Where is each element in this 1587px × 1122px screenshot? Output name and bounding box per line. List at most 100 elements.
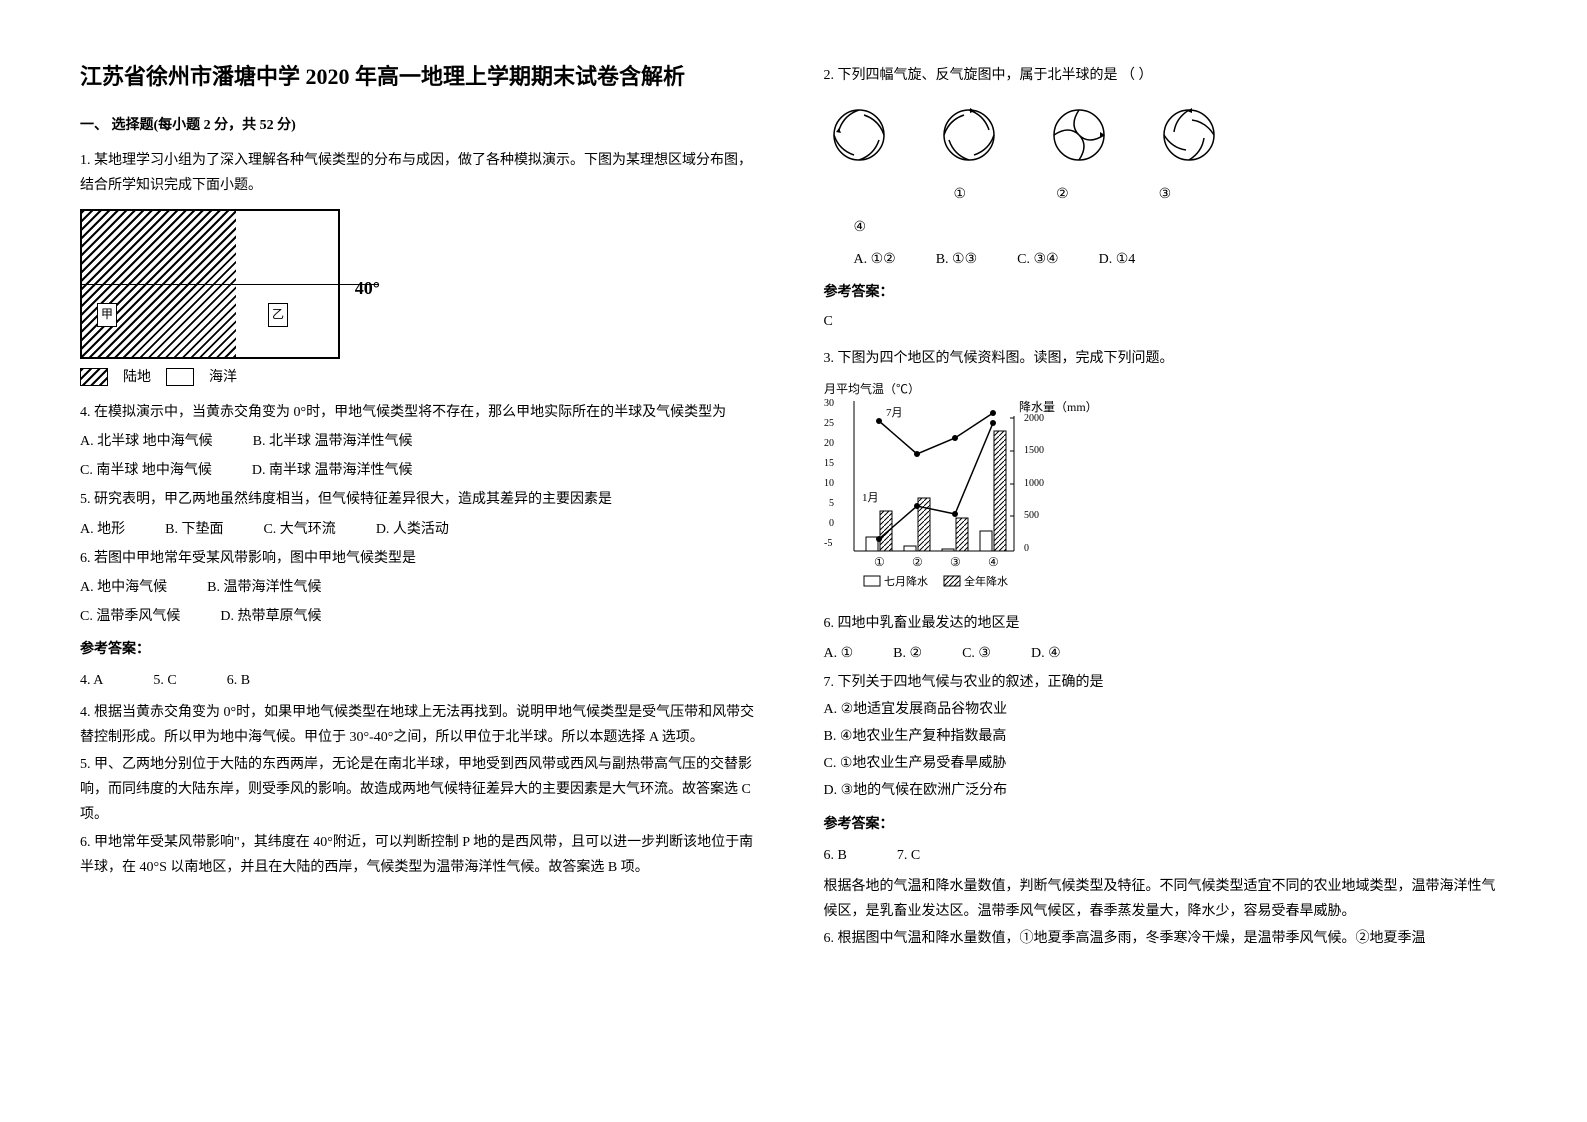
legend-sea-label: 海洋 [209, 365, 237, 390]
q3-stem: 3. 下图为四个地区的气候资料图。读图，完成下列问题。 [824, 346, 1508, 371]
num-2: ② [1056, 182, 1069, 207]
q1-sub4: 4. 在模拟演示中，当黄赤交角变为 0°时，甲地气候类型将不存在，那么甲地实际所… [80, 400, 764, 425]
opt-b: B. ①③ [936, 247, 977, 272]
svg-text:1月: 1月 [862, 492, 879, 504]
q1-answer-label: 参考答案： [80, 637, 764, 662]
q1-sub6-options-row1: A. 地中海气候 B. 温带海洋性气候 [80, 575, 764, 600]
exam-title: 江苏省徐州市潘塘中学 2020 年高一地理上学期期末试卷含解析 [80, 60, 764, 93]
svg-text:全年降水: 全年降水 [964, 574, 1008, 588]
opt-c: C. ①地农业生产易受春旱威胁 [824, 751, 1508, 776]
opt-b: B. 北半球 温带海洋性气候 [253, 429, 413, 454]
opt-d: D. ①4 [1099, 247, 1136, 272]
opt-c: C. 南半球 地中海气候 [80, 458, 212, 483]
cyclone-1 [824, 100, 894, 170]
q1-sub4-options-row2: C. 南半球 地中海气候 D. 南半球 温带海洋性气候 [80, 458, 764, 483]
opt-b: B. ④地农业生产复种指数最高 [824, 724, 1508, 749]
q1-answers: 4. A 5. C 6. B [80, 668, 764, 693]
latitude-line [82, 284, 378, 285]
q1-sub5-options: A. 地形 B. 下垫面 C. 大气环流 D. 人类活动 [80, 517, 764, 542]
svg-text:7月: 7月 [886, 407, 903, 419]
climate-diagram: 40° 甲 乙 [80, 209, 340, 359]
opt-c: C. 大气环流 [263, 517, 335, 542]
svg-text:0: 0 [1024, 543, 1029, 554]
opt-b: B. 温带海洋性气候 [207, 575, 321, 600]
section-1-header: 一、 选择题(每小题 2 分，共 52 分) [80, 113, 764, 138]
cyclone-numbers: ① ② ③ [824, 182, 1508, 207]
temp-axis-label: 月平均气温（℃） [824, 381, 920, 396]
land-swatch [80, 368, 108, 386]
left-column: 江苏省徐州市潘塘中学 2020 年高一地理上学期期末试卷含解析 一、 选择题(每… [80, 60, 764, 964]
ans-7: 7. C [897, 843, 920, 868]
opt-d: D. ④ [1031, 641, 1061, 666]
svg-text:10: 10 [824, 478, 834, 489]
cyclone-3 [1044, 100, 1114, 170]
svg-text:2000: 2000 [1024, 413, 1044, 424]
svg-text:1500: 1500 [1024, 445, 1044, 456]
num-3: ③ [1159, 182, 1172, 207]
q2-answer: C [824, 309, 1508, 334]
q3-answer-label: 参考答案： [824, 812, 1508, 837]
q2-answer-label: 参考答案： [824, 280, 1508, 305]
svg-text:④: ④ [988, 555, 999, 569]
svg-text:降水量（mm）: 降水量（mm） [1019, 400, 1098, 414]
q1-exp4: 4. 根据当黄赤交角变为 0°时，如果甲地气候类型在地球上无法再找到。说明甲地气… [80, 700, 764, 750]
svg-text:七月降水: 七月降水 [884, 574, 928, 588]
q3-sub6-options: A. ① B. ② C. ③ D. ④ [824, 641, 1508, 666]
opt-a: A. 北半球 地中海气候 [80, 429, 213, 454]
svg-text:15: 15 [824, 458, 834, 469]
cyclone-2 [934, 100, 1004, 170]
sea-swatch [166, 368, 194, 386]
opt-d: D. ③地的气候在欧洲广泛分布 [824, 778, 1508, 803]
svg-text:③: ③ [950, 555, 961, 569]
q1-sub4-options-row1: A. 北半球 地中海气候 B. 北半球 温带海洋性气候 [80, 429, 764, 454]
opt-b: B. ② [893, 641, 922, 666]
legend-land-label: 陆地 [123, 365, 151, 390]
diagram-legend: 陆地 海洋 [80, 365, 764, 390]
svg-text:1000: 1000 [1024, 478, 1044, 489]
opt-a: A. ①② [854, 247, 896, 272]
q3-answers: 6. B 7. C [824, 843, 1508, 868]
svg-text:20: 20 [824, 438, 834, 449]
q1-stem: 1. 某地理学习小组为了深入理解各种气候类型的分布与成因，做了各种模拟演示。下图… [80, 148, 764, 198]
svg-text:25: 25 [824, 418, 834, 429]
q1-sub6: 6. 若图中甲地常年受某风带影响，图中甲地气候类型是 [80, 546, 764, 571]
q3-exp6: 6. 根据图中气温和降水量数值，①地夏季高温多雨，冬季寒冷干燥，是温带季风气候。… [824, 926, 1508, 951]
right-column: 2. 下列四幅气旋、反气旋图中，属于北半球的是 （ ） [824, 60, 1508, 964]
opt-d: D. 南半球 温带海洋性气候 [252, 458, 413, 483]
opt-c: C. ③④ [1017, 247, 1058, 272]
opt-d: D. 人类活动 [376, 517, 449, 542]
latitude-label: 40° [355, 272, 380, 304]
cyclone-number-4: ④ [824, 215, 1508, 240]
ans-6: 6. B [824, 843, 847, 868]
ans-4: 4. A [80, 668, 103, 693]
ans-6: 6. B [227, 668, 250, 693]
opt-b: B. 下垫面 [165, 517, 223, 542]
ans-5: 5. C [153, 668, 176, 693]
opt-a: A. 地形 [80, 517, 125, 542]
question-2: 2. 下列四幅气旋、反气旋图中，属于北半球的是 （ ） [824, 63, 1508, 334]
svg-text:0: 0 [829, 518, 834, 529]
marker-jia: 甲 [97, 303, 117, 327]
q2-stem: 2. 下列四幅气旋、反气旋图中，属于北半球的是 （ ） [824, 63, 1508, 88]
svg-text:②: ② [912, 555, 923, 569]
opt-a: A. ②地适宜发展商品谷物农业 [824, 697, 1508, 722]
q1-sub5: 5. 研究表明，甲乙两地虽然纬度相当，但气候特征差异很大，造成其差异的主要因素是 [80, 487, 764, 512]
svg-text:①: ① [874, 555, 885, 569]
svg-text:-5: -5 [824, 538, 832, 549]
climate-chart: 月平均气温（℃） 30 25 20 15 10 5 0 -5 降水量（mm） 2… [824, 381, 1164, 601]
question-3: 3. 下图为四个地区的气候资料图。读图，完成下列问题。 月平均气温（℃） 30 … [824, 346, 1508, 951]
q1-sub6-options-row2: C. 温带季风气候 D. 热带草原气候 [80, 604, 764, 629]
svg-text:5: 5 [829, 498, 834, 509]
q3-sub7: 7. 下列关于四地气候与农业的叙述，正确的是 [824, 670, 1508, 695]
svg-text:30: 30 [824, 398, 834, 409]
marker-yi: 乙 [268, 303, 288, 327]
q3-sub7-options: A. ②地适宜发展商品谷物农业 B. ④地农业生产复种指数最高 C. ①地农业生… [824, 697, 1508, 804]
question-1: 1. 某地理学习小组为了深入理解各种气候类型的分布与成因，做了各种模拟演示。下图… [80, 148, 764, 880]
cyclone-diagrams [824, 100, 1508, 170]
opt-a: A. 地中海气候 [80, 575, 167, 600]
opt-c: C. ③ [962, 641, 991, 666]
opt-c: C. 温带季风气候 [80, 604, 180, 629]
q3-sub6: 6. 四地中乳畜业最发达的地区是 [824, 611, 1508, 636]
num-1: ① [954, 182, 967, 207]
cyclone-4 [1154, 100, 1224, 170]
